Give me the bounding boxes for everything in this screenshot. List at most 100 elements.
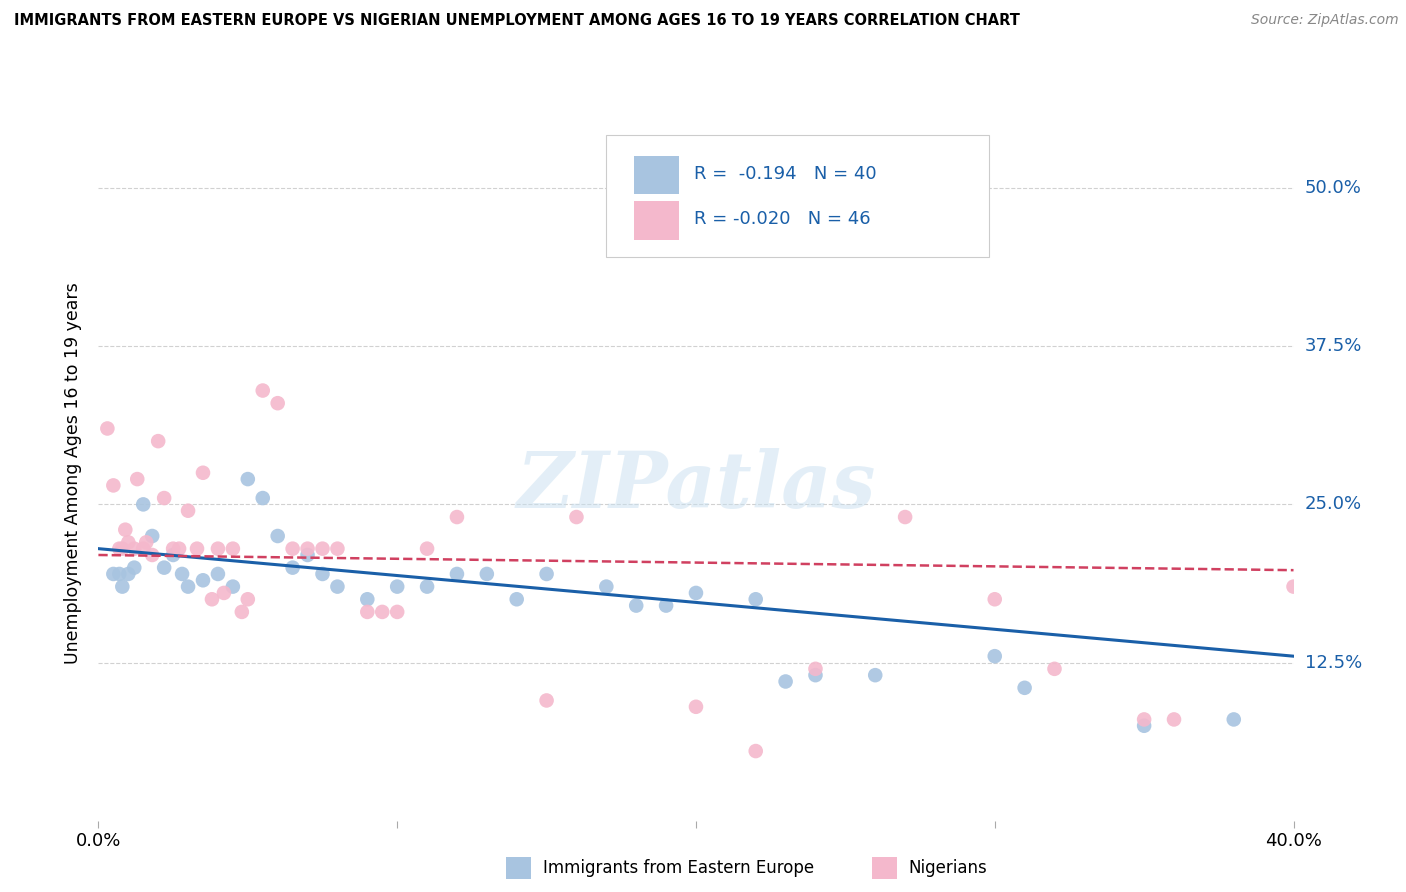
Text: Immigrants from Eastern Europe: Immigrants from Eastern Europe: [543, 859, 814, 877]
Point: [153, 560, 176, 574]
Point: [124, 560, 146, 574]
Bar: [634, 156, 679, 194]
Point: [141, 548, 163, 562]
Point: [108, 541, 131, 556]
Point: [103, 478, 125, 492]
Point: [231, 605, 253, 619]
Point: [416, 541, 439, 556]
Point: [775, 674, 797, 689]
Point: [117, 535, 139, 549]
Point: [356, 605, 378, 619]
Point: [172, 566, 194, 581]
Point: [371, 605, 394, 619]
Point: [281, 560, 304, 574]
Point: [186, 541, 208, 556]
Point: [212, 586, 235, 600]
Point: [385, 580, 409, 594]
FancyBboxPatch shape: [606, 136, 988, 257]
Text: ZIPatlas: ZIPatlas: [516, 449, 876, 524]
Point: [297, 541, 319, 556]
Point: [536, 566, 558, 581]
Point: [624, 599, 647, 613]
Point: [162, 541, 184, 556]
Point: [745, 592, 768, 607]
Point: [162, 548, 184, 562]
Point: [326, 580, 349, 594]
Point: [117, 566, 139, 581]
Bar: [634, 202, 679, 240]
Point: [983, 649, 1005, 664]
Point: [865, 668, 887, 682]
Point: [565, 510, 588, 524]
Point: [595, 580, 617, 594]
Point: [135, 535, 157, 549]
Point: [446, 566, 468, 581]
Point: [506, 592, 529, 607]
Point: [252, 384, 274, 398]
Point: [236, 592, 259, 607]
Point: [132, 497, 155, 511]
Point: [103, 566, 125, 581]
Point: [148, 434, 170, 449]
Point: [1163, 713, 1185, 727]
Point: [804, 662, 827, 676]
Point: [124, 541, 146, 556]
Point: [153, 491, 176, 505]
Text: 37.5%: 37.5%: [1305, 337, 1362, 355]
Point: [132, 541, 155, 556]
Point: [311, 541, 333, 556]
Point: [207, 541, 229, 556]
Point: [1043, 662, 1066, 676]
Point: [446, 510, 468, 524]
Text: 50.0%: 50.0%: [1305, 179, 1361, 197]
Point: [267, 529, 290, 543]
Point: [108, 566, 131, 581]
Point: [804, 668, 827, 682]
Point: [141, 529, 163, 543]
Point: [297, 548, 319, 562]
Text: 12.5%: 12.5%: [1305, 654, 1362, 672]
Point: [222, 580, 245, 594]
Point: [685, 586, 707, 600]
Point: [281, 541, 304, 556]
Point: [475, 566, 498, 581]
Point: [1133, 719, 1156, 733]
Point: [1223, 713, 1246, 727]
Point: [311, 566, 333, 581]
Point: [127, 472, 149, 486]
Text: R = -0.020   N = 46: R = -0.020 N = 46: [693, 210, 870, 227]
Point: [201, 592, 224, 607]
Point: [983, 592, 1005, 607]
Point: [685, 699, 707, 714]
Point: [191, 466, 214, 480]
Point: [1133, 713, 1156, 727]
Point: [655, 599, 678, 613]
Point: [536, 693, 558, 707]
Point: [1014, 681, 1036, 695]
Point: [236, 472, 259, 486]
Text: IMMIGRANTS FROM EASTERN EUROPE VS NIGERIAN UNEMPLOYMENT AMONG AGES 16 TO 19 YEAR: IMMIGRANTS FROM EASTERN EUROPE VS NIGERI…: [14, 13, 1019, 29]
Text: 25.0%: 25.0%: [1305, 495, 1362, 514]
Point: [167, 541, 190, 556]
Point: [111, 541, 134, 556]
Point: [177, 504, 200, 518]
Point: [356, 592, 378, 607]
Point: [894, 510, 917, 524]
Text: Source: ZipAtlas.com: Source: ZipAtlas.com: [1251, 13, 1399, 28]
Y-axis label: Unemployment Among Ages 16 to 19 years: Unemployment Among Ages 16 to 19 years: [65, 282, 83, 664]
Point: [252, 491, 274, 505]
Point: [745, 744, 768, 758]
Point: [177, 580, 200, 594]
Point: [267, 396, 290, 410]
Point: [326, 541, 349, 556]
Point: [191, 574, 214, 588]
Point: [222, 541, 245, 556]
Point: [111, 580, 134, 594]
Point: [416, 580, 439, 594]
Text: R =  -0.194   N = 40: R = -0.194 N = 40: [693, 165, 876, 183]
Point: [385, 605, 409, 619]
Point: [1282, 580, 1305, 594]
Point: [96, 421, 118, 435]
Point: [114, 523, 136, 537]
Text: Nigerians: Nigerians: [908, 859, 987, 877]
